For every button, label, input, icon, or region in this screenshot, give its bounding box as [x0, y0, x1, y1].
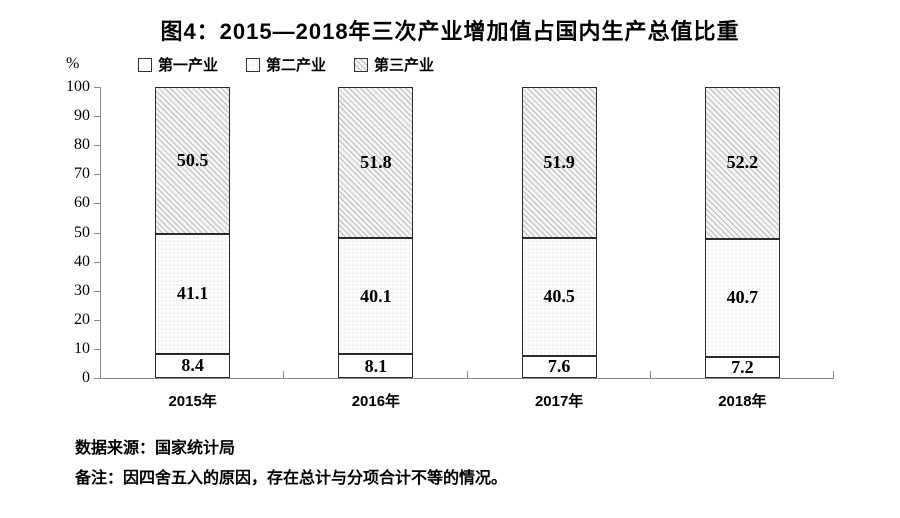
x-category-label: 2016年	[351, 393, 401, 410]
bar-segment-series-1: 40.7	[704, 238, 780, 358]
y-tick-label: 30	[74, 281, 90, 299]
bar-value-label: 52.2	[726, 152, 759, 173]
bar-segment-series-2: 52.2	[704, 86, 780, 239]
legend-item-primary-industry: 第一产业	[138, 54, 218, 75]
y-tick-label: 40	[74, 252, 90, 270]
y-tick-mark	[94, 87, 100, 88]
y-tick-mark	[94, 319, 100, 321]
y-axis-labels: 0 10 20 30 40 50 60 70 80 90 100	[30, 79, 90, 386]
y-tick-mark	[94, 232, 100, 234]
y-tick-label: 80	[74, 136, 90, 154]
legend-label-secondary-industry: 第二产业	[266, 57, 327, 74]
bar-value-label: 8.1	[364, 355, 388, 376]
x-category-label: 2015年	[168, 393, 217, 410]
y-tick-label: 60	[74, 194, 90, 212]
bar-value-label: 8.4	[181, 355, 204, 376]
y-tick-mark	[94, 290, 100, 292]
bar-segment-series-2: 51.8	[338, 87, 414, 238]
plot-area: 8.4 41.1 50.5 2015年 8.1 40.1 51.8 2016年 7.6 40.5 5…	[100, 86, 834, 410]
x-category-label: 2018年	[718, 393, 767, 410]
footnote-text: 备注：因四舍五入的原因，存在总计与分项合计不等的情况。	[75, 470, 508, 487]
x-category-label: 2017年	[534, 393, 584, 410]
y-tick-label: 20	[74, 310, 90, 328]
x-tick-mark	[833, 371, 834, 378]
chart-title: 图4：2015—2018年三次产业增加值占国内生产总值比重	[160, 19, 740, 44]
legend-item-tertiary-industry: 第三产业	[354, 54, 434, 75]
bar-segment-series-0: 8.4	[155, 353, 231, 378]
bar-value-label: 51.8	[360, 151, 392, 172]
legend-swatch-tertiary-industry	[354, 57, 369, 72]
legend-item-secondary-industry: 第二产业	[246, 54, 326, 75]
bar-segment-series-2: 51.9	[521, 87, 597, 239]
legend-label-tertiary-industry: 第三产业	[374, 57, 435, 74]
chart-legend: 第一产业 第二产业 第三产业	[138, 54, 434, 75]
bar-segment-series-2: 50.5	[155, 87, 231, 234]
data-source-text: 数据来源：国家统计局	[75, 440, 236, 457]
y-tick-label: 50	[74, 223, 90, 241]
bar-segment-series-0: 7.2	[704, 357, 780, 378]
legend-label-primary-industry: 第一产业	[158, 57, 219, 74]
x-tick-mark	[649, 371, 651, 378]
bar-segment-series-1: 40.5	[521, 238, 597, 356]
y-tick-label: 100	[66, 78, 90, 95]
bar-value-label: 7.2	[731, 357, 754, 378]
bar-value-label: 7.6	[547, 356, 571, 377]
bar-value-label: 41.1	[176, 283, 209, 304]
bar-value-label: 40.5	[543, 286, 575, 307]
y-tick-mark	[94, 145, 100, 147]
bar-value-label: 40.1	[360, 285, 392, 306]
bar-value-label: 40.7	[726, 287, 759, 308]
y-tick-mark	[94, 348, 100, 350]
legend-swatch-primary-industry	[138, 57, 152, 72]
y-tick-mark	[94, 203, 100, 205]
legend-swatch-secondary-industry	[246, 57, 261, 72]
y-tick-mark	[94, 261, 100, 263]
y-tick-mark	[94, 116, 100, 118]
y-tick-label: 70	[74, 165, 90, 183]
bar-value-label: 50.5	[176, 149, 209, 170]
bar-segment-series-1: 41.1	[155, 233, 231, 354]
bar-segment-series-1: 40.1	[338, 237, 414, 355]
y-tick-mark	[94, 378, 100, 379]
y-tick-label: 0	[82, 369, 90, 386]
bar-segment-series-0: 7.6	[521, 355, 597, 378]
y-tick-label: 90	[74, 107, 90, 125]
y-axis-unit-label: %	[66, 55, 80, 72]
y-tick-mark	[94, 174, 100, 176]
x-tick-mark	[466, 371, 468, 378]
bar-value-label: 51.9	[543, 152, 575, 173]
x-tick-mark	[283, 371, 285, 378]
bar-segment-series-0: 8.1	[338, 354, 414, 378]
y-tick-label: 10	[74, 339, 90, 357]
